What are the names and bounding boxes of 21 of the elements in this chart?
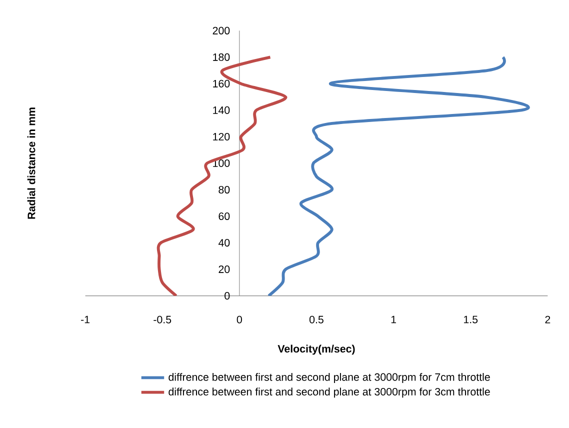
x-tick-label: 2 (545, 316, 550, 324)
y-axis-title: Radial distance in mm (27, 108, 36, 219)
x-tick-label: 1.5 (464, 316, 478, 324)
x-tick-label: 0.5 (309, 316, 324, 324)
legend-label: diffrence between first and second plane at 3000rpm for 3cm throttle (168, 388, 490, 398)
legend-label: diffrence between first and second plane at 3000rpm for 7cm throttle (168, 373, 490, 384)
y-tick-label: 80 (218, 186, 230, 194)
y-tick-label: 0 (224, 292, 230, 300)
x-tick-label: -1 (81, 316, 90, 324)
x-axis-title: Velocity(m/sec) (278, 344, 355, 355)
y-tick-label: 140 (213, 106, 230, 114)
x-tick-label: -0.5 (154, 316, 172, 324)
y-tick-label: 20 (218, 266, 230, 274)
y-tick-label: 40 (218, 239, 230, 247)
y-tick-label: 200 (212, 27, 230, 35)
y-tick-label: 180 (213, 54, 230, 62)
y-tick-label: 60 (218, 212, 230, 220)
x-tick-label: 0 (236, 316, 242, 324)
y-tick-label: 160 (213, 80, 230, 88)
y-tick-label: 120 (213, 133, 230, 141)
x-tick-label: 1 (391, 316, 396, 324)
